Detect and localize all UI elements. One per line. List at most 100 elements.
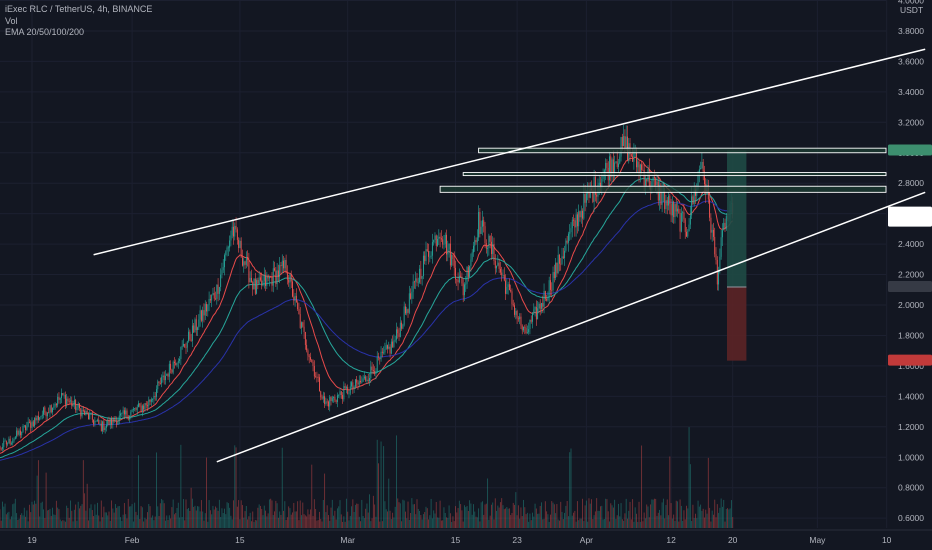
candle-body bbox=[88, 413, 89, 420]
candle-body bbox=[719, 256, 721, 270]
candle-body bbox=[98, 419, 100, 424]
volume-bar bbox=[170, 518, 172, 528]
candle-body bbox=[272, 268, 274, 286]
volume-bar bbox=[380, 441, 382, 528]
volume-bar bbox=[370, 521, 372, 528]
candle-body bbox=[234, 225, 236, 237]
candle-body bbox=[543, 290, 545, 307]
candle-body bbox=[721, 230, 723, 238]
ema-indicator-label[interactable]: EMA 20/50/100/200 bbox=[5, 27, 85, 37]
candle-body bbox=[683, 212, 685, 220]
candle-body bbox=[72, 404, 74, 407]
volume-bar bbox=[90, 504, 92, 528]
volume-bar bbox=[114, 504, 116, 528]
volume-bar bbox=[542, 519, 544, 528]
volume-bar bbox=[25, 516, 27, 528]
candle-body bbox=[161, 377, 163, 384]
volume-bar bbox=[162, 500, 164, 528]
y-tick-label: 0.8000 bbox=[898, 483, 924, 493]
volume-bar bbox=[390, 519, 392, 528]
candle-body bbox=[354, 379, 356, 387]
volume-bar bbox=[585, 500, 587, 528]
volume-bar bbox=[122, 514, 124, 528]
candle-body bbox=[625, 136, 627, 148]
volume-bar bbox=[730, 500, 732, 528]
candle-body bbox=[320, 391, 322, 398]
candle-body bbox=[325, 401, 327, 404]
candle-body bbox=[279, 265, 281, 277]
volume-bar bbox=[171, 507, 173, 528]
candle-body bbox=[642, 169, 644, 171]
candle-body bbox=[615, 161, 617, 163]
volume-bar bbox=[465, 507, 467, 528]
candle-body bbox=[243, 261, 245, 266]
volume-bar bbox=[14, 498, 16, 528]
volume-bar bbox=[161, 498, 163, 528]
volume-bar bbox=[506, 507, 508, 528]
price-label-tag bbox=[888, 144, 932, 156]
volume-bar bbox=[361, 499, 363, 528]
volume-bar bbox=[420, 515, 422, 528]
candle-body bbox=[448, 243, 450, 250]
volume-bar bbox=[378, 463, 379, 528]
volume-bar bbox=[709, 507, 711, 528]
volume-bar bbox=[129, 506, 130, 528]
volume-bar bbox=[167, 520, 169, 528]
volume-bar bbox=[204, 513, 206, 528]
volume-bar bbox=[488, 519, 490, 528]
candle-body bbox=[251, 277, 252, 283]
candle-body bbox=[118, 415, 120, 421]
candle-body bbox=[639, 164, 641, 175]
volume-bar bbox=[77, 501, 79, 528]
volume-bar bbox=[487, 478, 489, 528]
volume-indicator-label[interactable]: Vol bbox=[5, 15, 18, 26]
candle-body bbox=[438, 236, 440, 239]
candles bbox=[0, 124, 734, 452]
candle-body bbox=[421, 276, 423, 279]
candle-body bbox=[86, 411, 88, 414]
volume-bar bbox=[72, 521, 74, 528]
volume-bar bbox=[271, 500, 273, 528]
candle-body bbox=[347, 387, 349, 394]
volume-bar bbox=[190, 487, 192, 528]
candle-body bbox=[304, 331, 306, 345]
candle-body bbox=[624, 136, 626, 148]
y-tick-label: 3.2000 bbox=[898, 117, 924, 127]
volume-bar bbox=[534, 503, 536, 528]
volume-bar bbox=[719, 507, 721, 528]
volume-bar bbox=[679, 499, 681, 528]
volume-bar bbox=[55, 500, 57, 528]
candle-body bbox=[339, 391, 341, 395]
volume-bar bbox=[447, 517, 449, 528]
volume-bar bbox=[28, 504, 30, 528]
candle-body bbox=[487, 248, 489, 249]
candle-body bbox=[52, 407, 53, 413]
candle-body bbox=[512, 304, 514, 306]
volume-bar bbox=[501, 498, 503, 528]
candle-body bbox=[483, 220, 485, 227]
candle-body bbox=[358, 380, 360, 385]
candle-body bbox=[218, 286, 220, 294]
volume-bar bbox=[268, 499, 270, 528]
volume-bar bbox=[620, 503, 622, 528]
volume-bar bbox=[580, 518, 582, 528]
volume-bar bbox=[530, 520, 532, 528]
volume-bar bbox=[419, 510, 421, 528]
symbol-title[interactable]: iExec RLC / TetherUS, 4h, BINANCE bbox=[5, 4, 153, 14]
volume-bar bbox=[73, 509, 75, 528]
volume-bar bbox=[637, 521, 639, 528]
volume-bar bbox=[552, 502, 554, 528]
volume-bar bbox=[496, 510, 498, 528]
volume-bar bbox=[23, 507, 25, 528]
candle-body bbox=[467, 267, 469, 277]
candle-body bbox=[197, 327, 198, 330]
candle-body bbox=[562, 256, 564, 259]
candle-body bbox=[357, 382, 359, 385]
candle-body bbox=[633, 150, 635, 162]
candle-body bbox=[651, 181, 653, 190]
candle-body bbox=[331, 397, 333, 401]
candle-body bbox=[286, 273, 288, 280]
volume-bar bbox=[413, 504, 415, 528]
